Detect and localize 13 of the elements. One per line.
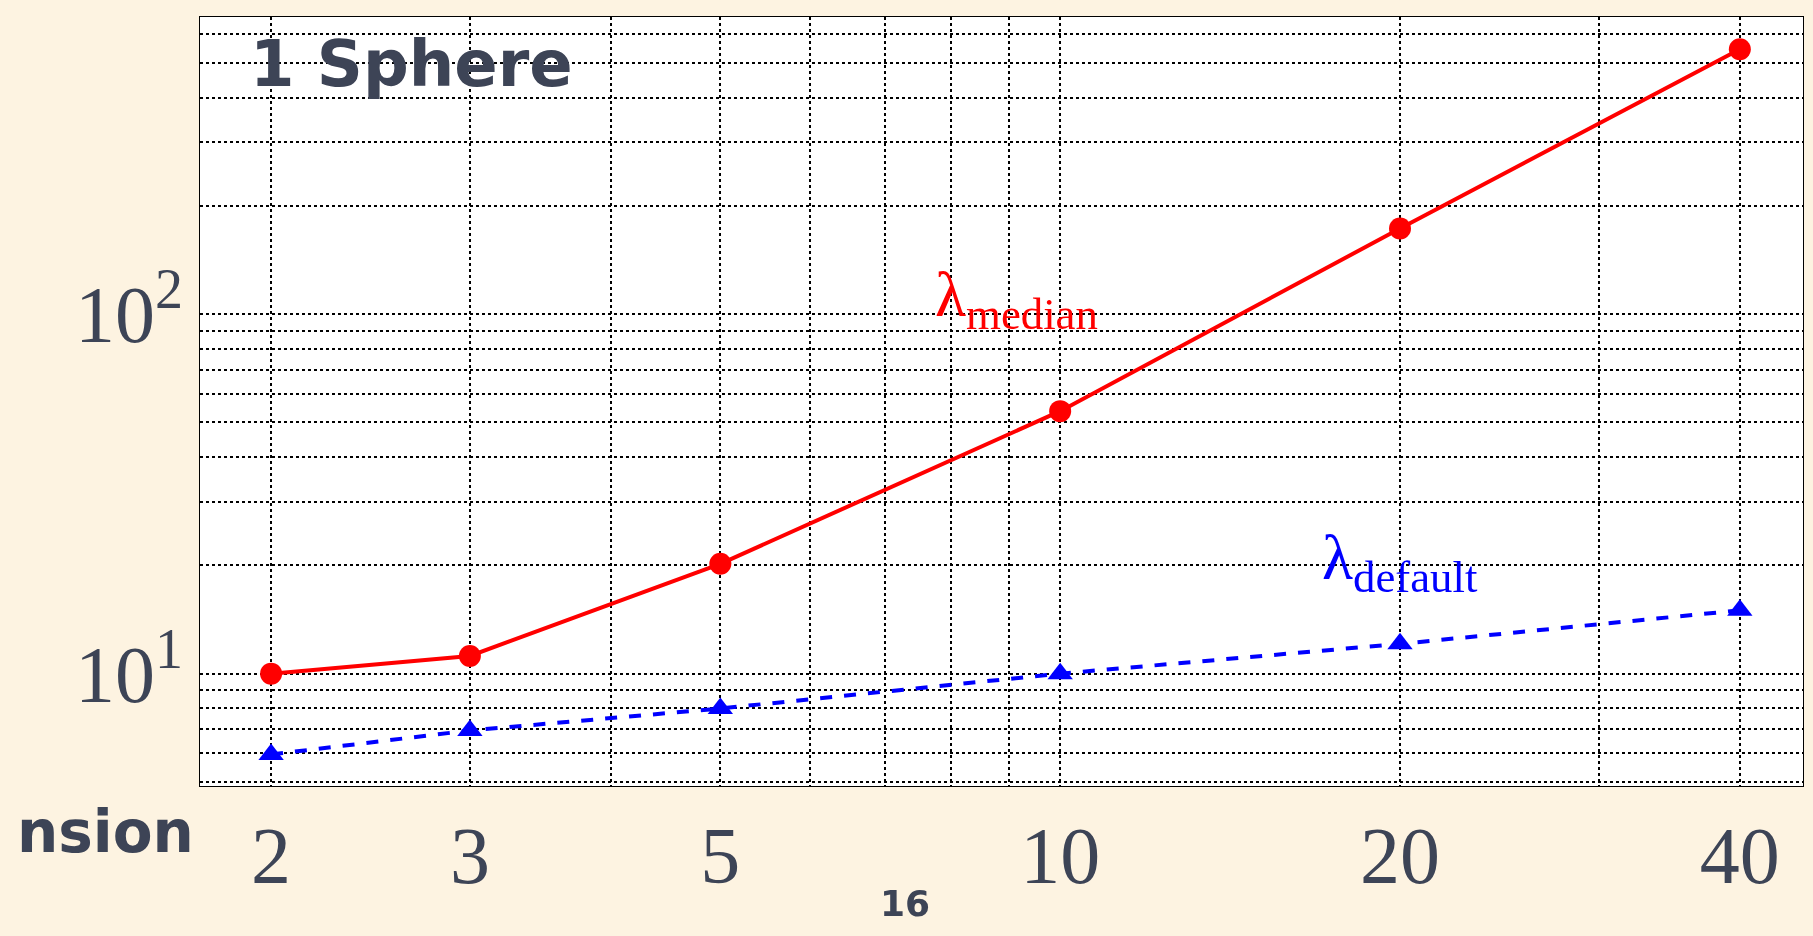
- x-tick-label: 3: [449, 812, 490, 900]
- chart-title: 1 Sphere: [250, 27, 573, 101]
- y-tick-label: 10$^{2}$: [75, 258, 183, 360]
- x-tick-label: 20: [1360, 812, 1440, 900]
- x-tick-label: 10: [1020, 812, 1101, 900]
- x-tick-label: 5: [700, 812, 741, 900]
- text: 16: [880, 883, 931, 924]
- series-label: λ$_{default}$: [1322, 522, 1478, 603]
- x-axis-title: nsion: [17, 798, 194, 866]
- x-tick-label: 40: [1699, 812, 1780, 900]
- series-label: λ$_{median}$: [935, 259, 1098, 340]
- y-tick-label: 10$^{1}$: [75, 618, 183, 719]
- x-tick-label: 2: [251, 812, 292, 900]
